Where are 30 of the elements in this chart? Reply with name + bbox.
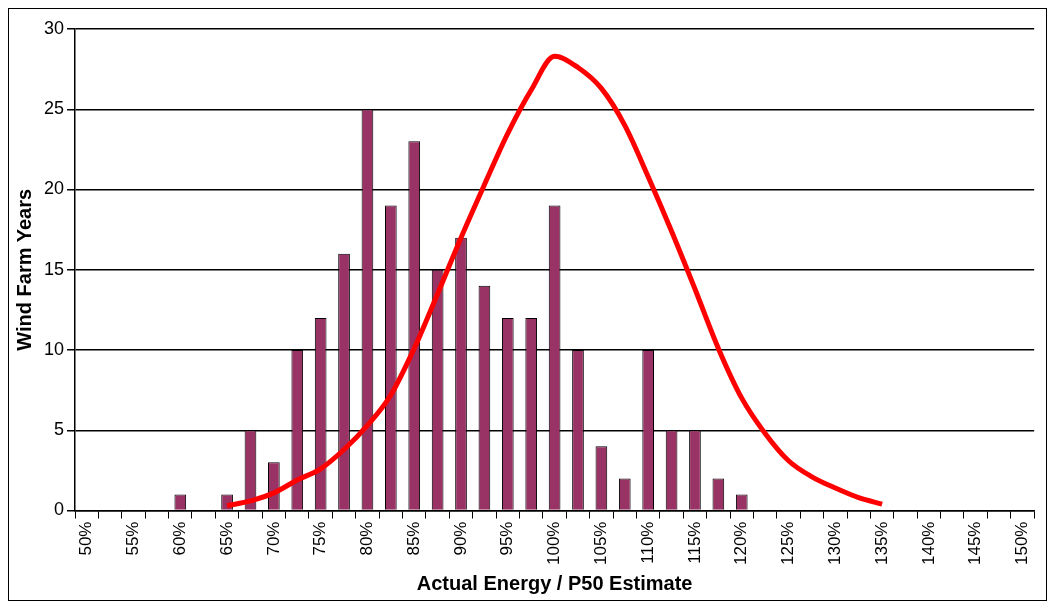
x-tick-label: 85%: [403, 521, 423, 556]
x-tick-label: 145%: [965, 521, 985, 565]
y-tick-label: 25: [43, 98, 65, 119]
x-tick-label: 50%: [76, 521, 96, 556]
x-tick-label: 80%: [357, 521, 377, 556]
x-tick-label: 70%: [263, 521, 283, 556]
x-axis-title: Actual Energy / P50 Estimate: [416, 571, 693, 594]
y-tick-label: 15: [43, 258, 65, 279]
x-tick-label: 140%: [918, 521, 938, 565]
y-tick-label: 20: [43, 178, 65, 199]
x-tick-label: 100%: [544, 521, 564, 565]
y-tick-label: 0: [54, 499, 65, 520]
y-axis-title: Wind Farm Years: [12, 188, 35, 351]
y-tick-label: 30: [43, 17, 65, 38]
y-tick-label: 10: [43, 338, 65, 359]
x-tick-label: 65%: [216, 521, 236, 556]
x-tick-label: 75%: [310, 521, 330, 556]
x-tick-label: 135%: [871, 521, 891, 565]
x-tick-label: 130%: [825, 521, 845, 565]
x-tick-label: 125%: [778, 521, 798, 565]
x-tick-label: 150%: [1012, 521, 1032, 565]
x-tick-label: 60%: [169, 521, 189, 556]
x-tick-label: 110%: [637, 521, 657, 564]
x-tick-label: 120%: [731, 521, 751, 565]
x-tick-label: 105%: [591, 521, 611, 565]
x-tick-label: 55%: [123, 521, 143, 556]
x-tick-label: 115%: [684, 521, 704, 564]
x-tick-label: 90%: [450, 521, 470, 556]
x-tick-label: 95%: [497, 521, 517, 556]
y-tick-label: 5: [54, 419, 65, 440]
